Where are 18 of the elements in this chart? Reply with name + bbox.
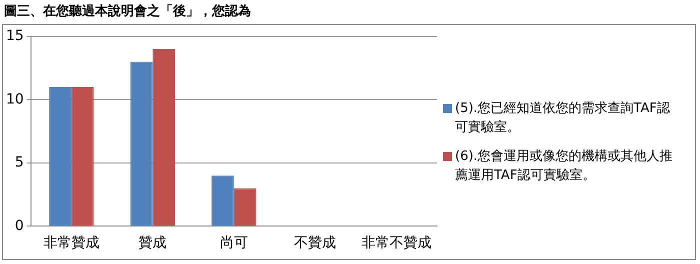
bar xyxy=(49,87,72,226)
bar xyxy=(130,62,153,226)
y-tick-label: 5 xyxy=(14,154,24,171)
legend-label: (6).您會運用或像您的機構或其他人推薦運用TAF認可實驗室。 xyxy=(455,148,674,185)
x-tick-label: 非常不贊成 xyxy=(361,235,432,252)
y-tick-label: 10 xyxy=(6,91,24,108)
x-tick-label: 贊成 xyxy=(138,235,167,252)
bar xyxy=(212,176,234,226)
x-tick-label: 非常贊成 xyxy=(43,235,100,252)
x-tick-label: 尚可 xyxy=(220,235,248,252)
x-tick-label: 不贊成 xyxy=(294,235,336,252)
legend-label: (5).您已經知道依您的需求查詢TAF認可實驗室。 xyxy=(455,100,671,137)
chart-title: 圖三、在您聽過本說明會之「後」，您認為 xyxy=(3,2,252,20)
y-tick-label: 0 xyxy=(14,218,24,234)
bar xyxy=(234,188,256,226)
bar xyxy=(71,87,94,226)
bar xyxy=(152,49,176,226)
y-tick-label: 15 xyxy=(6,28,24,44)
